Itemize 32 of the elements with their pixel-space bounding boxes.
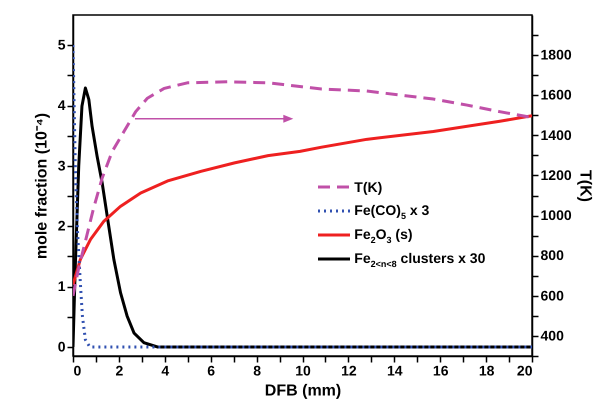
y-tick-label: 0 bbox=[58, 338, 66, 354]
x-axis-title: DFB (mm) bbox=[264, 382, 342, 400]
legend-label: T(K) bbox=[354, 179, 382, 196]
y-tick-label: 5 bbox=[58, 36, 66, 53]
legend-label: Fe$_{2}$O$_{3}$ (s) bbox=[354, 226, 413, 245]
y2-tick-label: 1600 bbox=[540, 86, 572, 103]
x-tick-label: 0 bbox=[74, 362, 82, 378]
y2-tick-label: 600 bbox=[540, 287, 564, 304]
x-tick-label: 2 bbox=[116, 362, 124, 378]
x-tick-label: 8 bbox=[253, 362, 262, 378]
y2-tick-label: 1000 bbox=[540, 207, 572, 224]
x-tick-label: 10 bbox=[295, 362, 311, 378]
y2-tick-label: 1200 bbox=[540, 166, 572, 183]
x-tick-label: 20 bbox=[516, 362, 533, 378]
x-tick-label: 12 bbox=[341, 362, 357, 378]
y2-tick-label: 800 bbox=[540, 247, 564, 264]
x-tick-label: 6 bbox=[207, 362, 216, 378]
y2-tick-label: 1800 bbox=[540, 46, 572, 63]
y2-axis-title: T(K) bbox=[576, 170, 594, 202]
y-tick-label: 4 bbox=[58, 97, 66, 114]
y2-tick-label: 400 bbox=[540, 327, 564, 344]
legend-label: Fe$_{2<n<8}$ clusters x 30 bbox=[354, 250, 486, 269]
x-tick-label: 4 bbox=[161, 362, 170, 378]
y2-tick-label: 1400 bbox=[540, 126, 572, 143]
x-tick-label: 18 bbox=[478, 362, 495, 378]
y-tick-label: 3 bbox=[58, 157, 66, 174]
x-tick-label: 14 bbox=[387, 362, 403, 378]
x-tick-label: 16 bbox=[432, 362, 449, 378]
legend-label: Fe(CO)$_{5}$ x 3 bbox=[354, 202, 430, 221]
y-tick-label: 1 bbox=[58, 278, 66, 294]
y-tick-label: 2 bbox=[58, 218, 66, 234]
y-axis-title: mole fraction (10⁻⁴) bbox=[34, 112, 51, 260]
